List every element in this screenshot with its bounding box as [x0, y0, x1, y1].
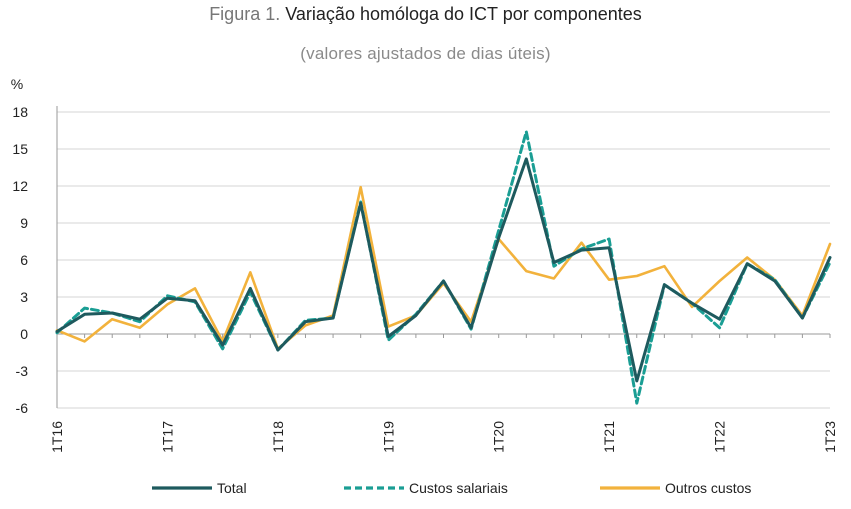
y-tick-label: 6	[20, 252, 28, 268]
legend-item: Custos salariais	[344, 480, 508, 496]
series-line-custos-salariais	[55, 130, 832, 405]
legend-label: Total	[217, 480, 247, 496]
x-tick-label: 1T18	[270, 421, 286, 453]
x-tick-label: 1T17	[159, 421, 175, 453]
chart-subtitle: (valores ajustados de dias úteis)	[300, 44, 551, 63]
x-tick-label: 1T19	[380, 421, 396, 453]
y-tick-label: 3	[20, 289, 28, 305]
chart-title: Figura 1. Variação homóloga do ICT por c…	[0, 4, 851, 25]
legend-item: Outros custos	[600, 480, 751, 496]
legend-label: Custos salariais	[409, 480, 508, 496]
legend-label: Outros custos	[665, 480, 751, 496]
series-line-total	[55, 157, 832, 383]
x-tick-label: 1T22	[712, 421, 728, 453]
x-tick-label: 1T20	[491, 421, 507, 453]
y-tick-label: -6	[16, 400, 29, 416]
y-tick-label: 9	[20, 215, 28, 231]
y-axis-unit: %	[11, 76, 23, 92]
y-tick-label: 12	[12, 178, 28, 194]
figure-number: Figura 1.	[209, 4, 281, 24]
y-tick-label: 18	[12, 104, 28, 120]
series-lines	[55, 130, 832, 405]
legend-item: Total	[152, 480, 247, 496]
y-tick-label: 15	[12, 141, 28, 157]
legend: Total Custos salariais Outros custos	[152, 480, 751, 496]
x-tick-label: 1T23	[822, 421, 838, 453]
x-tick-label: 1T16	[49, 421, 65, 453]
gridlines	[57, 111, 830, 409]
figure-title: Variação homóloga do ICT por componentes	[285, 4, 642, 24]
y-tick-label: 0	[20, 326, 28, 342]
axes: % -6 -3 0 3 6 9 12 15 18 1T16 1T17 1T18 1T19 1T20 1T21 1…	[11, 76, 838, 453]
x-tick-label: 1T21	[601, 421, 617, 453]
y-tick-label: -3	[16, 363, 29, 379]
